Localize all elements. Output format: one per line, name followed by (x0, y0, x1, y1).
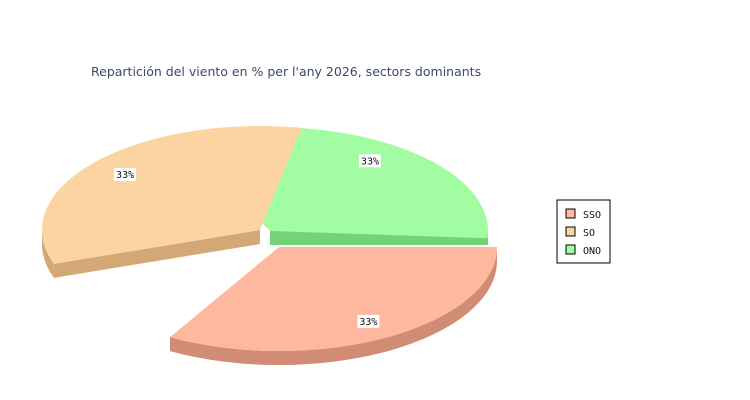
slice-label-bg-sso (357, 314, 380, 328)
slice-label-bg-so (114, 168, 137, 182)
chart-title: Repartición del viento en % per l'any 20… (91, 64, 481, 79)
pie-slices (41, 126, 497, 366)
legend: SSO SO ONO (556, 199, 611, 264)
slice-sso (170, 247, 497, 352)
slice-side-sso (170, 247, 497, 366)
pie-labels: 33% 33% 33% (114, 154, 381, 328)
slice-label-sso: 33% (359, 317, 377, 328)
legend-swatch-sso (565, 208, 576, 219)
slice-side-so-1 (53, 230, 260, 278)
slice-label-so: 33% (116, 170, 134, 181)
slice-side-so (42, 230, 54, 278)
legend-label-ono: ONO (583, 246, 601, 257)
legend-swatch-ono (565, 244, 576, 255)
slice-so (41, 126, 302, 264)
slice-label-bg-ono (358, 154, 381, 168)
legend-label-sso: SSO (583, 210, 601, 221)
slice-label-ono: 33% (361, 156, 379, 167)
legend-label-so: SO (583, 228, 595, 239)
legend-swatch-so (565, 226, 576, 237)
